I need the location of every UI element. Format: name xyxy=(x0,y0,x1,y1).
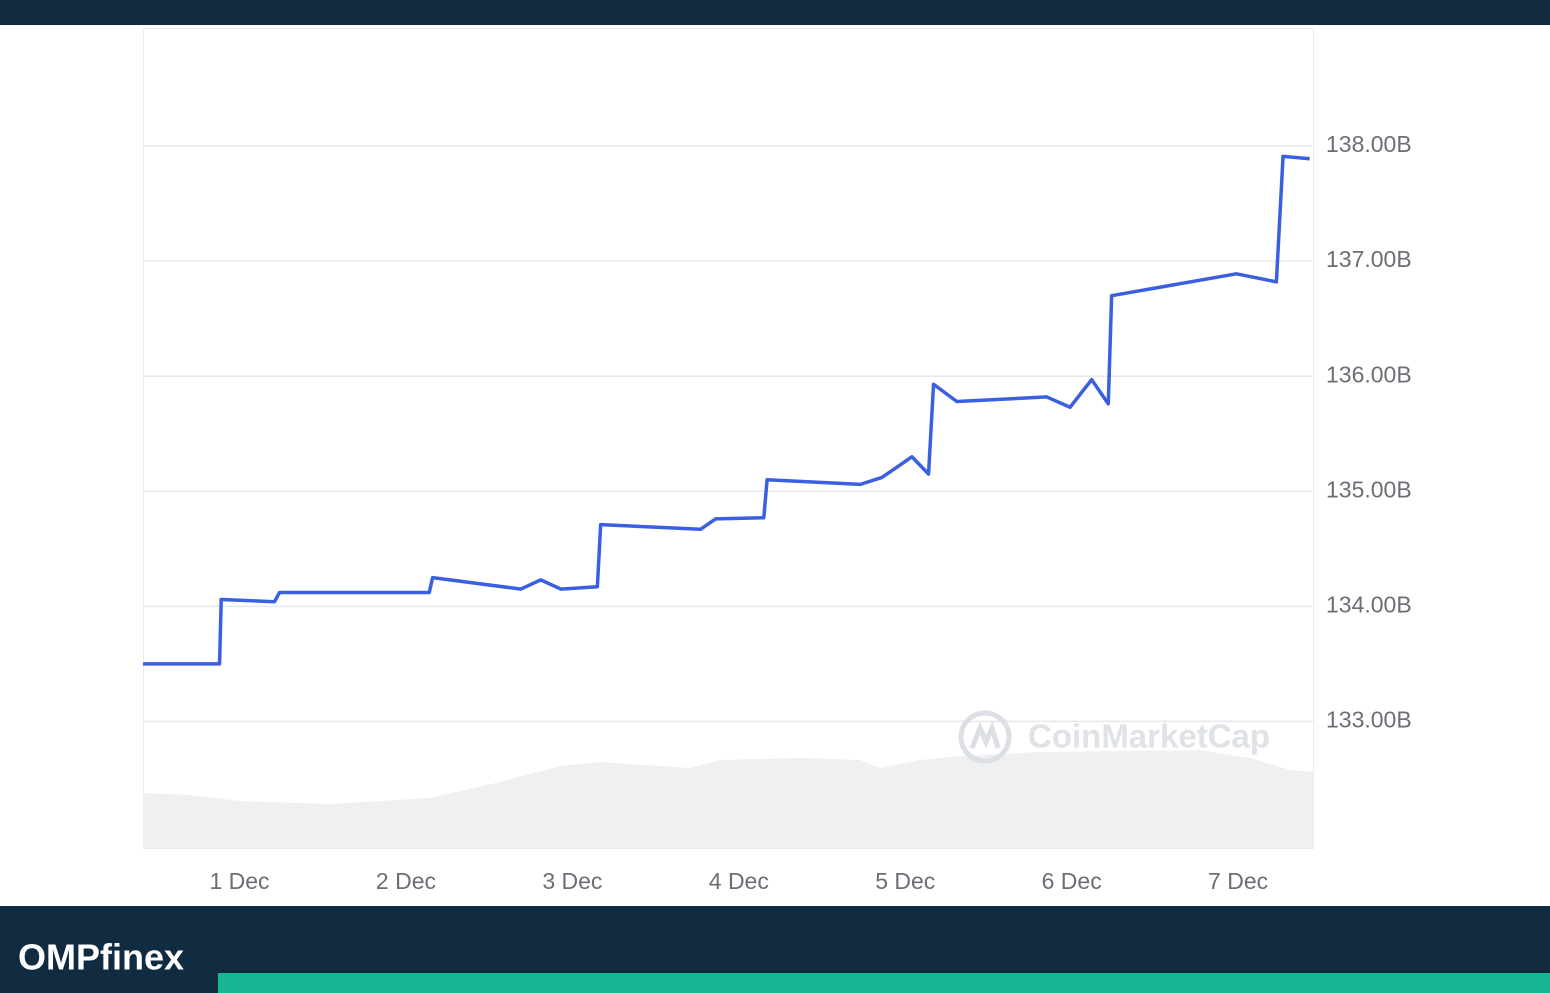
x-tick-label: 5 Dec xyxy=(875,868,935,894)
x-tick-label: 4 Dec xyxy=(709,868,769,894)
watermark-icon xyxy=(958,710,1012,764)
x-tick-label: 1 Dec xyxy=(209,868,269,894)
y-tick-label: 136.00B xyxy=(1326,361,1412,387)
x-tick-label: 3 Dec xyxy=(542,868,602,894)
plot: 133.00B 134.00B 135.00B 136.00B 137.00B 138.0… xyxy=(143,131,1412,894)
y-tick-label: 134.00B xyxy=(1326,591,1412,617)
y-tick-label: 137.00B xyxy=(1326,246,1412,272)
plot-frame xyxy=(143,28,1314,849)
volume-area xyxy=(143,750,1313,848)
y-tick-label: 138.00B xyxy=(1326,131,1412,157)
y-tick-label: 135.00B xyxy=(1326,476,1412,502)
top-bar xyxy=(0,0,1550,25)
y-tick-label: 133.00B xyxy=(1326,707,1412,733)
watermark: CoinMarketCap xyxy=(1028,718,1270,755)
footer-accent xyxy=(218,973,1550,993)
logo: OMPfinex xyxy=(18,937,184,978)
x-tick-label: 7 Dec xyxy=(1208,868,1268,894)
watermark-icon xyxy=(969,720,1001,749)
line-series xyxy=(143,154,1310,666)
x-tick-label: 2 Dec xyxy=(376,868,436,894)
x-tick-label: 6 Dec xyxy=(1042,868,1102,894)
